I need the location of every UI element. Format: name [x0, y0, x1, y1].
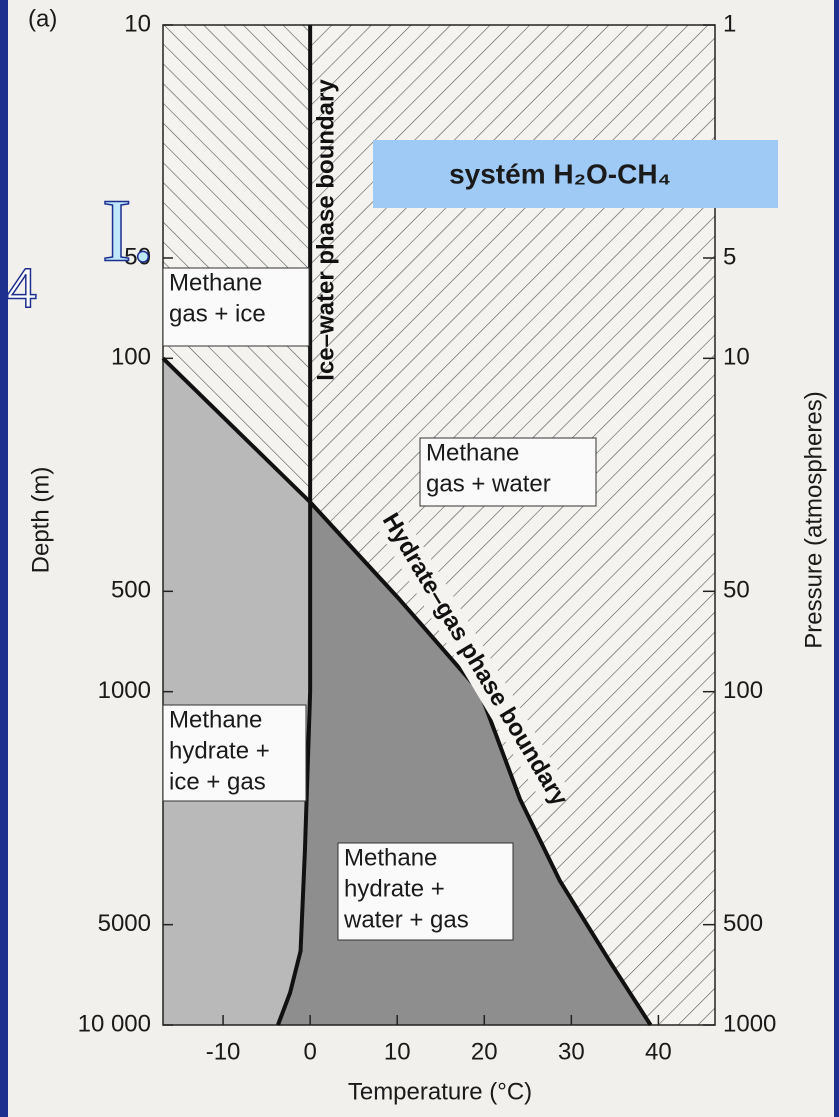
plot-frame [162, 24, 716, 1026]
hydrate-ice-field [163, 358, 311, 1025]
panel-label: (a) [28, 5, 57, 32]
region-label: gas + water [426, 470, 551, 497]
y-tick-label: 10 [124, 10, 151, 37]
region-box [419, 437, 597, 507]
x-tick-label: 10 [384, 1038, 411, 1065]
x-axis-label: Temperature (°C) [348, 1078, 532, 1105]
region-label: hydrate + [169, 737, 270, 764]
x-tick-label: -10 [206, 1038, 241, 1065]
y2-tick-label: 10 [723, 344, 750, 371]
region-label: Methane [344, 844, 437, 871]
y2-tick-label: 5 [723, 243, 736, 270]
y2-tick-label: 100 [723, 677, 763, 704]
region-box [162, 267, 310, 347]
region-label: water + gas [343, 906, 469, 933]
y-tick-label: 100 [111, 344, 151, 371]
region-label: gas + ice [169, 300, 266, 327]
y-tick-label: 5000 [98, 910, 151, 937]
region-label: Methane [169, 269, 262, 296]
slide-mark: 4 [6, 256, 37, 319]
callout-box [373, 140, 778, 208]
y-axis-label: Depth (m) [27, 467, 54, 574]
x-tick-label: 0 [303, 1038, 316, 1065]
y-tick-label: 50 [124, 243, 151, 270]
y2-tick-label: 1000 [723, 1010, 776, 1037]
y2-tick-label: 500 [723, 910, 763, 937]
region-box [337, 842, 514, 941]
x-tick-label: 30 [558, 1038, 585, 1065]
callout: systém H₂O-CH₄ [449, 158, 671, 189]
series-label-bg [376, 510, 572, 810]
series-label: Ice–water phase boundary [312, 79, 339, 381]
y2-axis-label: Pressure (atmospheres) [800, 391, 827, 648]
y-tick-label: 10 000 [78, 1010, 151, 1037]
region-label: hydrate + [344, 875, 445, 902]
x-tick-label: 40 [645, 1038, 672, 1065]
phase-boundary [161, 356, 653, 1027]
y-tick-label: 500 [111, 577, 151, 604]
region-box [162, 704, 307, 802]
y-tick-label: 1000 [98, 677, 151, 704]
phase-boundary [276, 25, 313, 1026]
region-label: Methane [169, 706, 262, 733]
x-tick-label: 20 [471, 1038, 498, 1065]
y2-tick-label: 50 [723, 577, 750, 604]
y2-tick-label: 1 [723, 10, 736, 37]
region-label: Methane [426, 439, 519, 466]
region-label: ice + gas [169, 768, 266, 795]
slide-mark: I. [102, 182, 154, 281]
